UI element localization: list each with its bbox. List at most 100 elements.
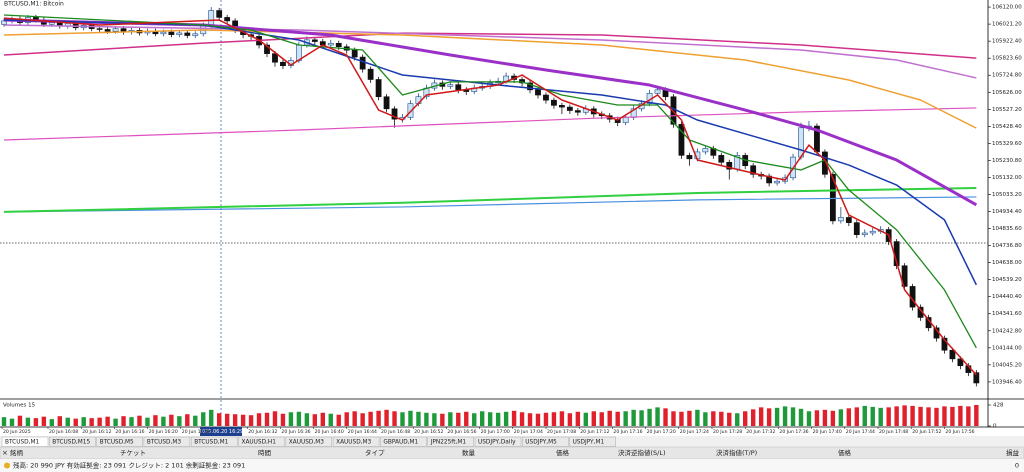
x-tick-label: 20 Jun 17:00: [481, 429, 510, 435]
tab-label: GBPAUD,M1: [383, 440, 418, 446]
y-tick-label: 105033.20: [992, 192, 1022, 198]
volume-bar: [519, 412, 525, 426]
volume-bar: [209, 409, 214, 426]
x-tick-label: 20 Jun 17:40: [813, 429, 842, 435]
volume-bar: [432, 413, 437, 426]
volume-bar: [256, 413, 262, 426]
y-tick-label: 105230.80: [992, 158, 1022, 164]
x-tick-label: 20 Jun 16:20: [149, 429, 178, 435]
volume-bar: [232, 414, 238, 426]
y-tick-label: 105626.00: [992, 90, 1022, 96]
tab[interactable]: [285, 436, 333, 447]
volume-bar: [543, 412, 549, 426]
volume-bar: [623, 411, 628, 426]
volume-bar: [942, 406, 947, 426]
tab[interactable]: [522, 436, 569, 447]
volume-bar: [169, 414, 174, 426]
tab[interactable]: [427, 436, 474, 447]
candle-body: [192, 33, 199, 36]
candle-body: [359, 56, 366, 70]
volume-bar: [918, 406, 923, 426]
y-tick-label: 105823.60: [992, 56, 1022, 62]
volume-bar: [376, 410, 381, 426]
tab[interactable]: [96, 436, 143, 447]
candle-body: [391, 108, 398, 120]
candle-body: [272, 53, 278, 63]
volume-bar: [846, 408, 852, 426]
tab[interactable]: [569, 436, 616, 447]
candle-body: [574, 110, 581, 113]
y-tick-label: 105428.40: [992, 124, 1022, 130]
volume-bar: [766, 408, 772, 426]
volume-bar: [416, 411, 421, 426]
candle-body: [622, 117, 629, 123]
volume-bar: [344, 412, 349, 426]
candle-body: [774, 180, 780, 184]
volume-bar: [280, 413, 286, 426]
candle-body: [104, 29, 111, 32]
volume-bar: [870, 406, 875, 426]
tab[interactable]: [143, 436, 191, 447]
volume-label: Volumes 15: [3, 403, 36, 409]
candle-body: [176, 32, 183, 35]
tab[interactable]: [380, 436, 427, 447]
volume-bar: [137, 415, 142, 426]
y-tick-label: 104539.20: [992, 277, 1022, 283]
column-header: 決済指値(T/P): [716, 448, 757, 457]
candle-body: [208, 10, 215, 27]
candle-body: [941, 337, 948, 351]
candle-body: [869, 230, 876, 234]
volume-bar: [503, 411, 509, 426]
plot: [0, 7, 988, 426]
tab[interactable]: [1, 436, 49, 447]
volume-bar: [65, 417, 70, 426]
x-tick-label: 20 Jun 16:12: [82, 429, 111, 435]
tab-label: USDJPY,Daily: [478, 440, 516, 446]
close-icon[interactable]: ×: [2, 449, 8, 457]
volume-bar: [248, 415, 254, 426]
tab[interactable]: [49, 436, 96, 447]
x-tick-label: 20 Jun 16:44: [348, 429, 377, 435]
moving-average: [3, 196, 977, 213]
tab[interactable]: [332, 436, 380, 447]
candle-body: [686, 155, 693, 160]
volume-bar: [774, 407, 780, 426]
candle-body: [750, 165, 757, 175]
volume-bar: [304, 413, 310, 426]
x-tick-label: 20 Jun 17:12: [580, 429, 609, 435]
volume-bar: [894, 406, 899, 426]
volume-bar: [695, 409, 700, 426]
volume-bar: [727, 412, 732, 426]
candle-body: [96, 28, 103, 30]
tab[interactable]: [474, 436, 522, 447]
tab-label: JPN225ft,M1: [430, 440, 467, 446]
y-tick-label: 103946.40: [992, 379, 1022, 385]
x-tick-label: 20 Jun 17:56: [945, 429, 974, 435]
volume-bar: [336, 414, 341, 426]
candle-body: [327, 42, 334, 46]
candle-body: [375, 79, 382, 98]
volume-bar: [1, 417, 7, 426]
x-tick-label: 20 Jun 16:56: [447, 429, 476, 435]
tab[interactable]: [238, 436, 285, 447]
candle-body: [535, 89, 541, 96]
moving-average: [3, 19, 978, 286]
candle-body: [264, 44, 270, 54]
volume-bar: [89, 418, 94, 426]
x-tick-label: 20 Jun 17:48: [879, 429, 908, 435]
candle-body: [798, 127, 804, 158]
y-tick-label: 104045.20: [992, 362, 1022, 368]
tab[interactable]: [190, 436, 238, 447]
volume-bar: [448, 412, 453, 426]
volume-bar: [368, 411, 373, 426]
volume-bar: [216, 413, 222, 426]
candle-body: [519, 79, 525, 84]
volume-bar: [328, 413, 333, 426]
volume-bar: [456, 412, 461, 426]
volume-bar: [902, 405, 907, 426]
volume-bar: [806, 411, 812, 426]
x-tick-label: 20 Jun 16:32: [248, 429, 277, 435]
volume-bar: [703, 412, 708, 426]
volume-bar: [750, 409, 756, 426]
